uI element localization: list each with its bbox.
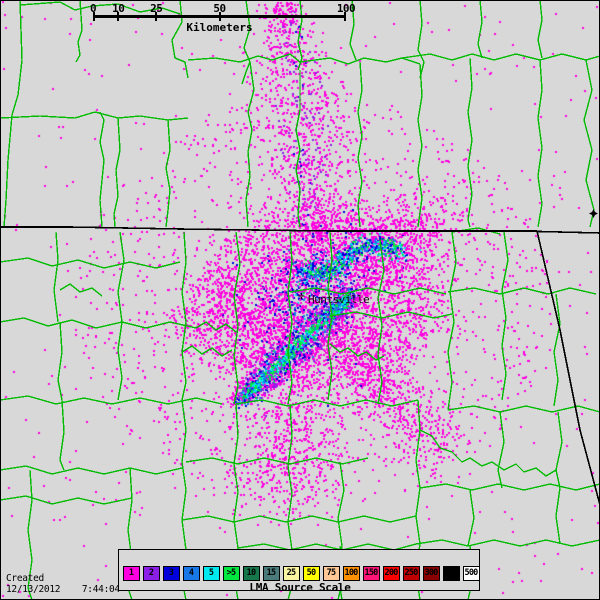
city-cross-icon: ✛	[298, 289, 305, 302]
legend-bin-swatch	[422, 566, 440, 581]
legend-bin-3[interactable]: 3	[161, 566, 181, 581]
distance-scalebar: 0 10 25 50 100 Kilometers	[90, 2, 356, 36]
legend-bin-swatch	[142, 566, 160, 581]
legend-bin-swatch	[242, 566, 260, 581]
legend-bin-swatch	[382, 566, 400, 581]
legend-bin-swatch	[262, 566, 280, 581]
legend-bin-500[interactable]: 500	[461, 566, 481, 581]
legend-bin-label: 2	[148, 568, 154, 578]
legend-bin-label: 5	[208, 568, 214, 578]
legend-bin-label: 1	[128, 568, 134, 578]
legend-swatch-row: 1 2 3 4 5 >5 10 15 25 50 75 100 150 200 250 300 400 500	[121, 566, 481, 581]
legend-bin-15[interactable]: 15	[261, 566, 281, 581]
legend-bin-1[interactable]: 1	[121, 566, 141, 581]
legend-bin-swatch	[202, 566, 220, 581]
created-timestamp: Created 12/13/2012 7:44:04	[6, 573, 120, 595]
legend-bin-2[interactable]: 2	[141, 566, 161, 581]
legend-bin-label: >5	[226, 568, 236, 578]
legend-title: LMA Source Scale	[249, 581, 351, 594]
scalebar-unit-label: Kilometers	[186, 21, 253, 34]
legend-bin-label: 4	[188, 568, 194, 578]
legend-bin-200[interactable]: 200	[381, 566, 401, 581]
scalebar-notch	[155, 12, 158, 21]
legend-bin-150[interactable]: 150	[361, 566, 381, 581]
legend-bin-label: 300	[424, 568, 439, 578]
legend-bin-label: 400	[444, 568, 459, 578]
scalebar-notch	[117, 12, 120, 21]
legend-bin-100[interactable]: 100	[341, 566, 361, 581]
created-time: 7:44:04	[81, 584, 120, 595]
legend-bin-swatch	[442, 566, 460, 581]
created-datetime: 12/13/2012 7:44:04	[6, 584, 120, 595]
legend-bin-label: 50	[306, 568, 316, 578]
legend-bin-swatch	[162, 566, 180, 581]
legend-bin-50[interactable]: 50	[301, 566, 321, 581]
legend-bin-400[interactable]: 400	[441, 566, 461, 581]
legend-bin-label: 500	[464, 568, 479, 578]
legend-bin-label: 15	[266, 568, 276, 578]
legend-bin-gt5[interactable]: >5	[221, 566, 241, 581]
station-diamond-icon	[589, 209, 598, 218]
legend-bin-25[interactable]: 25	[281, 566, 301, 581]
legend-bin-label: 200	[384, 568, 399, 578]
scalebar-tick-100: 100	[336, 2, 356, 15]
legend-bin-250[interactable]: 250	[401, 566, 421, 581]
legend-bin-label: 25	[286, 568, 296, 578]
legend-bin-label: 75	[326, 568, 336, 578]
city-label: Huntsville	[308, 293, 370, 306]
legend-bin-4[interactable]: 4	[181, 566, 201, 581]
legend-bin-10[interactable]: 10	[241, 566, 261, 581]
scalebar-notch	[93, 12, 95, 21]
legend-bin-label: 250	[404, 568, 419, 578]
legend-bin-swatch	[362, 566, 380, 581]
legend-bin-label: 10	[246, 568, 256, 578]
scalebar-notch	[344, 12, 346, 21]
scalebar-tick-50: 50	[213, 2, 226, 15]
created-label: Created	[6, 573, 44, 584]
legend-bin-swatch	[302, 566, 320, 581]
legend-bin-label: 3	[168, 568, 174, 578]
legend-bin-300[interactable]: 300	[421, 566, 441, 581]
legend-bin-label: 100	[344, 568, 359, 578]
legend-bin-5[interactable]: 5	[201, 566, 221, 581]
legend-bin-label: 150	[364, 568, 379, 578]
legend-bin-75[interactable]: 75	[321, 566, 341, 581]
created-date: 12/13/2012	[6, 584, 61, 595]
scalebar-notch	[218, 12, 221, 21]
lma-source-scale-legend: 1 2 3 4 5 >5 10 15 25 50 75 100 150 200 250 300 400 500 L…	[118, 549, 481, 594]
